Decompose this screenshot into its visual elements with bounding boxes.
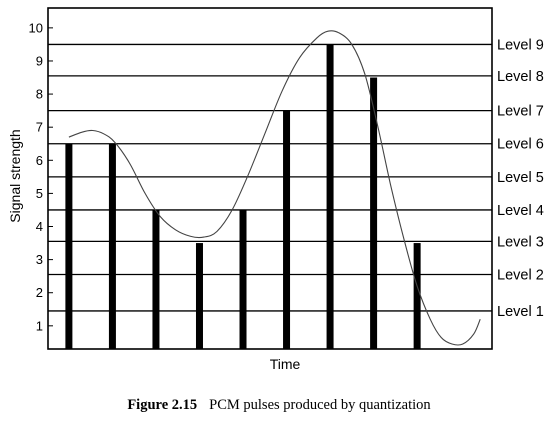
level-label-1: Level 1 (497, 304, 544, 320)
figure-number: Figure 2.15 (127, 397, 198, 413)
level-label-3: Level 3 (497, 234, 544, 250)
pulse-bar-8 (370, 77, 378, 350)
level-label-8: Level 8 (497, 69, 544, 85)
level-labels: Level 1 Level 2 Level 3 Level 4 Level 5 Level… (497, 37, 544, 320)
pulse-bar-6 (283, 110, 291, 349)
y-tick-label-6: 6 (36, 153, 43, 168)
plot-frame (47, 7, 493, 350)
y-tick-label-9: 9 (36, 53, 43, 68)
y-tick-label-5: 5 (36, 186, 43, 201)
pulse-bar-9 (413, 243, 421, 349)
figure-caption: Figure 2.15 PCM pulses produced by quanti… (0, 397, 558, 414)
pcm-chart: 1 2 3 4 5 6 7 8 9 10 Level 1 Level 2 Level 3 Level 4… (7, 7, 544, 372)
y-ticks: 1 2 3 4 5 6 7 8 9 10 (29, 20, 53, 333)
signal-curve (68, 30, 481, 346)
y-tick-label-10: 10 (29, 20, 43, 35)
pulse-bar-1 (65, 143, 73, 349)
pulse-bar-3 (152, 209, 160, 349)
y-tick-label-3: 3 (36, 252, 43, 267)
x-axis-label: Time (270, 356, 301, 372)
pulse-bar-4 (195, 243, 203, 349)
y-tick-label-1: 1 (36, 318, 43, 333)
y-tick-label-4: 4 (36, 219, 43, 234)
level-label-5: Level 5 (497, 170, 544, 186)
level-label-6: Level 6 (497, 137, 544, 153)
pulse-bar-5 (239, 209, 247, 349)
pulse-bar-2 (108, 143, 116, 349)
level-lines (48, 43, 492, 312)
level-label-4: Level 4 (497, 203, 544, 219)
y-tick-label-2: 2 (36, 285, 43, 300)
y-tick-label-7: 7 (36, 120, 43, 135)
pulse-bars (65, 44, 421, 350)
level-label-7: Level 7 (497, 104, 544, 120)
y-tick-label-8: 8 (36, 87, 43, 102)
level-label-2: Level 2 (497, 268, 544, 284)
figure-caption-text: PCM pulses produced by quantization (209, 397, 431, 413)
level-label-9: Level 9 (497, 37, 544, 53)
y-axis-label: Signal strength (7, 129, 23, 222)
pulse-bar-7 (326, 44, 334, 349)
